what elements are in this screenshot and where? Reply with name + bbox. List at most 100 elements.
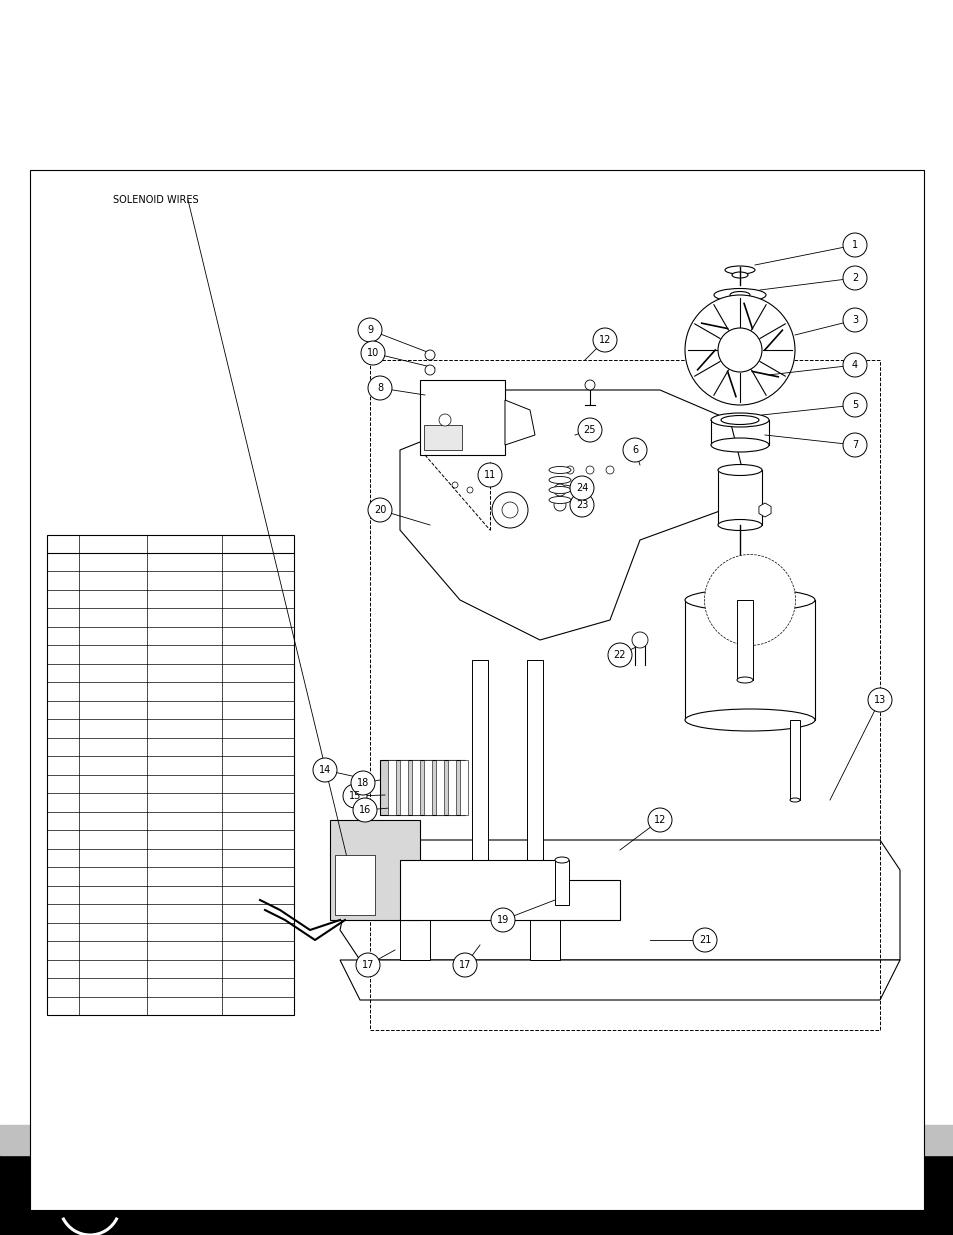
Circle shape	[554, 499, 565, 511]
Circle shape	[842, 308, 866, 332]
Circle shape	[313, 758, 336, 782]
Circle shape	[355, 953, 379, 977]
Ellipse shape	[729, 291, 749, 299]
Circle shape	[491, 908, 515, 932]
Text: 12: 12	[598, 335, 611, 345]
Circle shape	[842, 353, 866, 377]
Text: 3: 3	[851, 315, 857, 325]
Circle shape	[467, 487, 473, 493]
Bar	[448, 760, 456, 815]
Circle shape	[631, 632, 647, 648]
Circle shape	[692, 927, 717, 952]
Text: 11: 11	[483, 471, 496, 480]
Text: 10: 10	[367, 348, 378, 358]
Circle shape	[647, 808, 671, 832]
Text: 9: 9	[367, 325, 373, 335]
Bar	[47, 535, 294, 1015]
Ellipse shape	[710, 412, 768, 427]
Polygon shape	[504, 400, 535, 445]
Circle shape	[482, 468, 497, 482]
Text: 20: 20	[374, 505, 386, 515]
Circle shape	[842, 433, 866, 457]
Circle shape	[605, 466, 614, 474]
Text: 21: 21	[699, 935, 710, 945]
Bar	[412, 760, 419, 815]
Circle shape	[360, 341, 385, 366]
Ellipse shape	[720, 415, 759, 425]
Text: SOLENOID WIRES: SOLENOID WIRES	[112, 195, 198, 205]
Circle shape	[492, 492, 527, 529]
Ellipse shape	[684, 589, 814, 611]
Bar	[472, 659, 488, 869]
Text: 8: 8	[376, 383, 383, 393]
Ellipse shape	[548, 467, 571, 473]
Ellipse shape	[684, 709, 814, 731]
Circle shape	[842, 393, 866, 417]
Bar	[30, 170, 923, 1210]
Text: 22: 22	[613, 650, 625, 659]
Ellipse shape	[724, 266, 754, 274]
Text: 14: 14	[318, 764, 331, 776]
Circle shape	[368, 375, 392, 400]
Bar	[684, 600, 814, 720]
Bar	[526, 659, 542, 869]
Bar	[419, 380, 504, 454]
Polygon shape	[399, 390, 749, 640]
Ellipse shape	[548, 487, 571, 494]
Circle shape	[607, 643, 631, 667]
Text: FLOWSERVE: FLOWSERVE	[105, 1183, 267, 1207]
Circle shape	[842, 266, 866, 290]
Polygon shape	[339, 840, 899, 960]
Bar	[718, 471, 761, 525]
Ellipse shape	[548, 477, 571, 483]
Circle shape	[718, 329, 761, 372]
Circle shape	[569, 475, 594, 500]
Circle shape	[578, 417, 601, 442]
Text: 17: 17	[361, 960, 374, 969]
Polygon shape	[399, 860, 619, 920]
Circle shape	[438, 414, 451, 426]
Circle shape	[703, 555, 795, 646]
Bar	[370, 359, 879, 1030]
Circle shape	[477, 463, 501, 487]
Bar	[459, 760, 468, 815]
Ellipse shape	[731, 272, 747, 278]
Circle shape	[453, 953, 476, 977]
Ellipse shape	[789, 798, 800, 802]
Ellipse shape	[548, 496, 571, 504]
Circle shape	[424, 366, 435, 375]
Circle shape	[622, 438, 646, 462]
Circle shape	[584, 380, 595, 390]
Ellipse shape	[718, 520, 761, 531]
Text: 25: 25	[583, 425, 596, 435]
Circle shape	[357, 317, 381, 342]
Text: 4: 4	[851, 359, 857, 370]
Bar	[789, 720, 800, 800]
Ellipse shape	[737, 677, 752, 683]
Bar	[423, 425, 461, 450]
Bar	[0, 1155, 953, 1235]
Bar	[379, 760, 464, 815]
Circle shape	[452, 482, 457, 488]
Text: 12: 12	[653, 815, 665, 825]
Circle shape	[593, 329, 617, 352]
Text: 2: 2	[851, 273, 858, 283]
Circle shape	[343, 784, 367, 808]
Bar	[737, 600, 752, 680]
Ellipse shape	[718, 464, 761, 475]
Bar	[335, 855, 375, 915]
Text: 1: 1	[851, 240, 857, 249]
Text: 7: 7	[851, 440, 858, 450]
Circle shape	[585, 466, 594, 474]
Circle shape	[554, 484, 565, 496]
Text: 19: 19	[497, 915, 509, 925]
Bar	[388, 760, 395, 815]
Ellipse shape	[710, 438, 768, 452]
Circle shape	[867, 688, 891, 713]
Bar	[436, 760, 443, 815]
Text: 15: 15	[349, 790, 361, 802]
Bar	[555, 860, 568, 905]
Circle shape	[368, 498, 392, 522]
Circle shape	[684, 295, 794, 405]
Text: 18: 18	[356, 778, 369, 788]
